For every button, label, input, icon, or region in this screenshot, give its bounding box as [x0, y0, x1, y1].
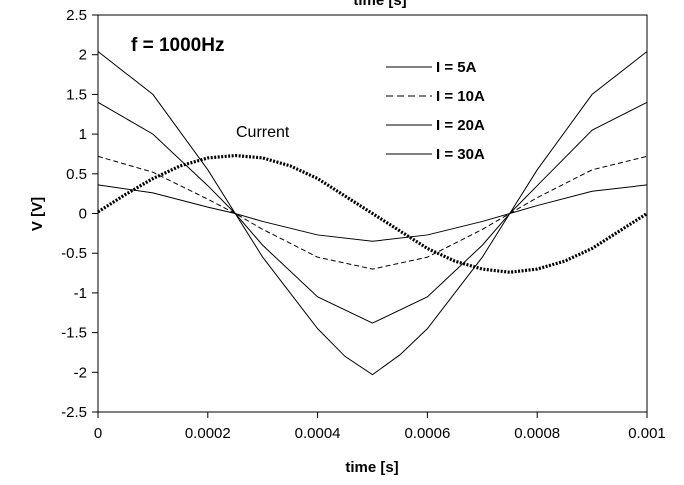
y-tick-label: 1 — [79, 126, 87, 143]
x-tick-label: 0.0004 — [295, 425, 341, 442]
y-tick-label: 2.5 — [66, 7, 87, 24]
legend-entry: I = 20A — [436, 117, 485, 134]
y-tick-label: 0.5 — [66, 166, 87, 183]
x-tick-label: 0 — [94, 425, 102, 442]
frequency-annotation: f = 1000Hz — [131, 35, 224, 56]
series-line-1 — [97, 184, 648, 242]
x-axis-ticks: 0 0.0002 0.0004 0.0006 0.0008 0.001 — [94, 412, 666, 442]
y-tick-label: -1.5 — [61, 325, 87, 342]
current-annotation: Current — [236, 124, 290, 141]
series-line-3 — [97, 101, 648, 324]
y-tick-label: 0 — [79, 206, 87, 223]
x-tick-label: 0.0002 — [185, 425, 231, 442]
series-line-current — [97, 153, 648, 274]
y-tick-label: -2 — [74, 364, 87, 381]
y-tick-label: -1 — [74, 285, 87, 302]
x-tick-label: 0.001 — [628, 425, 666, 442]
cropped-top-label: time [s] — [353, 0, 406, 9]
series-line-4 — [97, 51, 648, 376]
legend: I = 5A I = 10A I = 20A I = 30A — [386, 59, 485, 163]
y-tick-label: -0.5 — [61, 245, 87, 262]
series-layer — [97, 51, 648, 376]
y-axis-ticks: 2.5 2 1.5 1 0.5 0 -0.5 -1 -1.5 -2 -2.5 — [61, 7, 98, 421]
x-tick-label: 0.0008 — [514, 425, 560, 442]
legend-entry: I = 5A — [436, 59, 477, 76]
series-line-2 — [97, 155, 648, 270]
legend-entry: I = 30A — [436, 146, 485, 163]
y-axis-label: V [V] — [29, 197, 46, 231]
y-tick-label: 1.5 — [66, 86, 87, 103]
y-tick-label: -2.5 — [61, 404, 87, 421]
x-tick-label: 0.0006 — [404, 425, 450, 442]
y-tick-label: 2 — [79, 47, 87, 64]
legend-entry: I = 10A — [436, 88, 485, 105]
x-axis-label: time [s] — [345, 459, 398, 476]
